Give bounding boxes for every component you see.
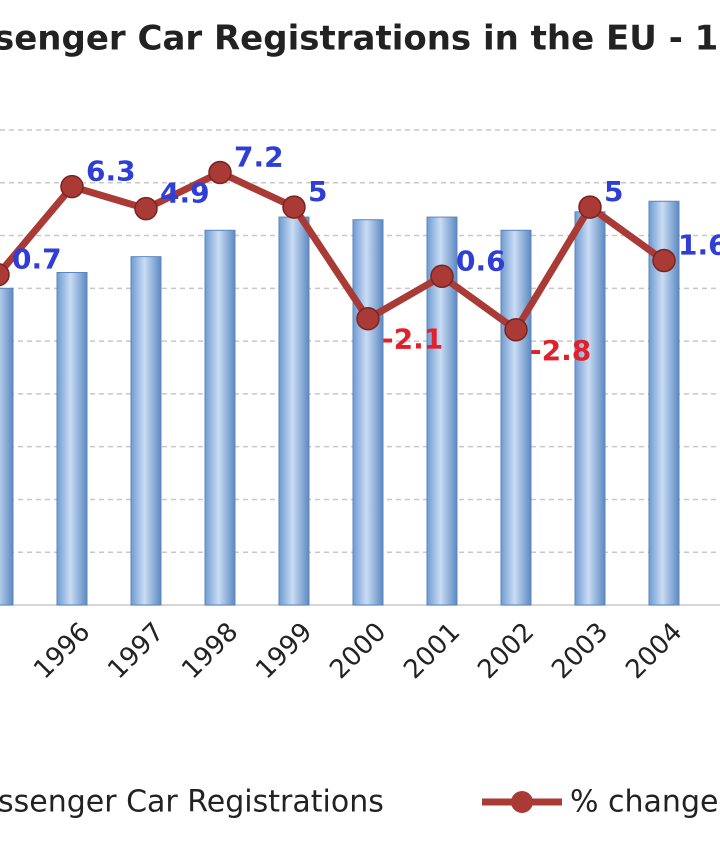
marker: [430, 264, 454, 289]
line: [0, 168, 667, 334]
bar: [352, 219, 384, 606]
marker: [208, 160, 232, 185]
marker: [356, 306, 380, 331]
bar: [278, 216, 310, 606]
legend-label: % change: [570, 785, 718, 820]
data-label: -2.8: [530, 334, 591, 367]
data-label: 5: [308, 175, 327, 208]
data-label: 1.6: [678, 229, 720, 262]
data-label: 0.6: [456, 244, 506, 277]
marker: [0, 263, 10, 287]
data-label: 7.2: [234, 140, 284, 173]
bar: [130, 256, 162, 606]
data-label: 6.3: [86, 155, 136, 188]
data-label: 0.7: [12, 243, 62, 276]
marker: [504, 318, 528, 342]
data-label: -2.1: [382, 323, 443, 356]
legend-marker: [511, 791, 533, 813]
marker: [578, 195, 602, 219]
legend-label: ssenger Car Registrations: [0, 785, 384, 820]
marker: [60, 174, 84, 199]
data-label: 5: [604, 175, 623, 208]
marker: [282, 195, 306, 219]
data-label: 4.9: [160, 177, 210, 210]
bar: [204, 229, 236, 606]
bar: [0, 287, 14, 606]
marker: [134, 196, 158, 221]
bar: [56, 272, 88, 606]
bar: [574, 211, 606, 606]
chart-title: senger Car Registrations in the EU - 19: [0, 19, 720, 59]
bar: [500, 229, 532, 606]
marker: [652, 248, 676, 273]
